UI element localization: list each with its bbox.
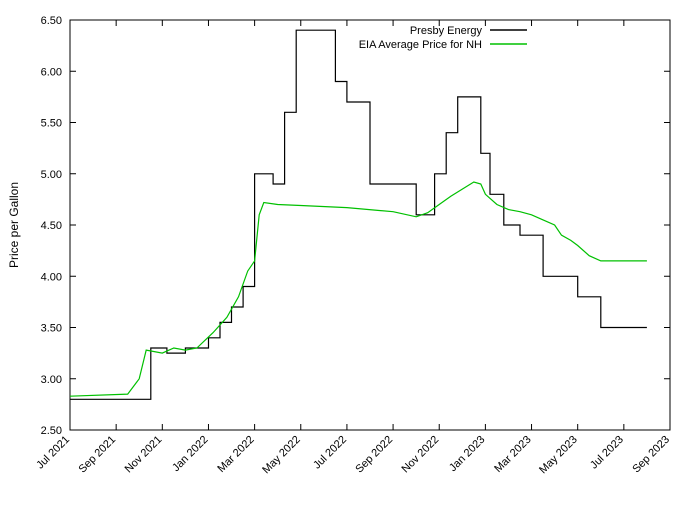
- y-axis-label: Price per Gallon: [7, 182, 21, 268]
- legend-label: Presby Energy: [410, 25, 483, 37]
- price-chart: 2.503.003.504.004.505.005.506.006.50Jul …: [0, 0, 700, 525]
- y-tick-label: 5.50: [41, 118, 62, 130]
- chart-container: 2.503.003.504.004.505.005.506.006.50Jul …: [0, 0, 700, 525]
- legend-label: EIA Average Price for NH: [359, 39, 482, 51]
- y-tick-label: 3.00: [41, 374, 62, 386]
- y-tick-label: 3.50: [41, 323, 62, 335]
- y-tick-label: 4.00: [41, 271, 62, 283]
- y-tick-label: 4.50: [41, 220, 62, 232]
- y-tick-label: 6.00: [41, 66, 62, 78]
- y-tick-label: 2.50: [41, 425, 62, 437]
- y-tick-label: 6.50: [41, 15, 62, 27]
- y-tick-label: 5.00: [41, 169, 62, 181]
